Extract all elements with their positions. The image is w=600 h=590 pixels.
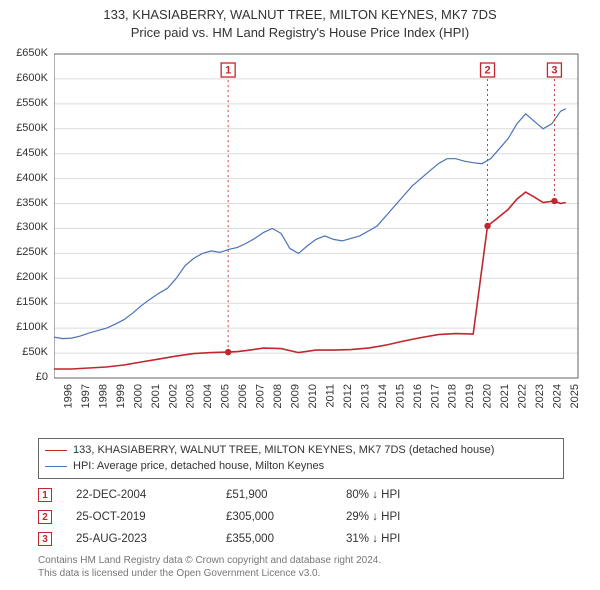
svg-text:2023: 2023 [534, 384, 546, 408]
y-tick-label: £0 [0, 371, 48, 383]
y-tick-label: £200K [0, 271, 48, 283]
svg-text:3: 3 [551, 65, 557, 77]
y-tick-label: £600K [0, 72, 48, 84]
svg-text:2011: 2011 [324, 384, 336, 408]
y-tick-label: £250K [0, 246, 48, 258]
title-line-1: 133, KHASIABERRY, WALNUT TREE, MILTON KE… [0, 6, 600, 24]
svg-text:2020: 2020 [482, 384, 494, 408]
svg-text:1995: 1995 [54, 384, 57, 408]
legend-row: 133, KHASIABERRY, WALNUT TREE, MILTON KE… [45, 442, 557, 458]
sale-diff: 31% ↓ HPI [346, 533, 564, 545]
y-tick-label: £150K [0, 296, 48, 308]
y-tick-label: £300K [0, 221, 48, 233]
svg-text:1999: 1999 [115, 384, 127, 408]
footer-line-1: Contains HM Land Registry data © Crown c… [38, 554, 381, 567]
svg-text:2003: 2003 [185, 384, 197, 408]
sale-diff: 29% ↓ HPI [346, 511, 564, 523]
svg-text:2010: 2010 [307, 384, 319, 408]
footer: Contains HM Land Registry data © Crown c… [38, 554, 381, 580]
y-tick-label: £650K [0, 47, 48, 59]
svg-text:2019: 2019 [464, 384, 476, 408]
legend-swatch [45, 466, 67, 467]
y-tick-label: £100K [0, 321, 48, 333]
svg-text:2015: 2015 [394, 384, 406, 408]
svg-text:2009: 2009 [290, 384, 302, 408]
sale-marker-icon: 1 [38, 488, 52, 502]
sale-marker-icon: 3 [38, 532, 52, 546]
sale-marker-icon: 2 [38, 510, 52, 524]
svg-text:2025: 2025 [569, 384, 581, 408]
svg-text:2001: 2001 [150, 384, 162, 408]
svg-text:2: 2 [484, 65, 490, 77]
svg-text:1: 1 [225, 65, 231, 77]
sale-diff: 80% ↓ HPI [346, 489, 564, 501]
svg-text:2005: 2005 [220, 384, 232, 408]
svg-text:2004: 2004 [202, 384, 214, 408]
svg-text:2012: 2012 [342, 384, 354, 408]
sale-date: 22-DEC-2004 [76, 489, 226, 501]
svg-text:2013: 2013 [359, 384, 371, 408]
svg-text:2006: 2006 [237, 384, 249, 408]
svg-text:2018: 2018 [447, 384, 459, 408]
chart-area: £0£50K£100K£150K£200K£250K£300K£350K£400… [54, 48, 584, 412]
legend-label: 133, KHASIABERRY, WALNUT TREE, MILTON KE… [73, 444, 494, 456]
y-tick-label: £50K [0, 346, 48, 358]
svg-text:2000: 2000 [132, 384, 144, 408]
sale-row: 2 25-OCT-2019 £305,000 29% ↓ HPI [38, 506, 564, 528]
svg-text:1997: 1997 [80, 384, 92, 408]
sales-table: 1 22-DEC-2004 £51,900 80% ↓ HPI 2 25-OCT… [38, 484, 564, 550]
svg-text:2016: 2016 [412, 384, 424, 408]
title-block: 133, KHASIABERRY, WALNUT TREE, MILTON KE… [0, 0, 600, 41]
sale-row: 1 22-DEC-2004 £51,900 80% ↓ HPI [38, 484, 564, 506]
sale-row: 3 25-AUG-2023 £355,000 31% ↓ HPI [38, 528, 564, 550]
sale-date: 25-OCT-2019 [76, 511, 226, 523]
svg-text:2021: 2021 [499, 384, 511, 408]
footer-line-2: This data is licensed under the Open Gov… [38, 567, 381, 580]
svg-text:2002: 2002 [167, 384, 179, 408]
legend-swatch [45, 450, 67, 451]
chart-container: 133, KHASIABERRY, WALNUT TREE, MILTON KE… [0, 0, 600, 590]
svg-text:1998: 1998 [97, 384, 109, 408]
sale-price: £355,000 [226, 533, 346, 545]
y-tick-label: £400K [0, 172, 48, 184]
y-tick-label: £550K [0, 97, 48, 109]
sale-price: £51,900 [226, 489, 346, 501]
svg-text:2014: 2014 [377, 384, 389, 408]
svg-text:2022: 2022 [517, 384, 529, 408]
legend-box: 133, KHASIABERRY, WALNUT TREE, MILTON KE… [38, 438, 564, 479]
legend-label: HPI: Average price, detached house, Milt… [73, 460, 324, 472]
sale-price: £305,000 [226, 511, 346, 523]
sale-date: 25-AUG-2023 [76, 533, 226, 545]
y-tick-label: £350K [0, 197, 48, 209]
svg-text:2007: 2007 [255, 384, 267, 408]
svg-text:2017: 2017 [429, 384, 441, 408]
svg-text:2008: 2008 [272, 384, 284, 408]
title-line-2: Price paid vs. HM Land Registry's House … [0, 24, 600, 42]
y-tick-label: £500K [0, 122, 48, 134]
y-tick-label: £450K [0, 147, 48, 159]
svg-text:2024: 2024 [552, 384, 564, 408]
svg-text:1996: 1996 [62, 384, 74, 408]
legend-row: HPI: Average price, detached house, Milt… [45, 458, 557, 474]
